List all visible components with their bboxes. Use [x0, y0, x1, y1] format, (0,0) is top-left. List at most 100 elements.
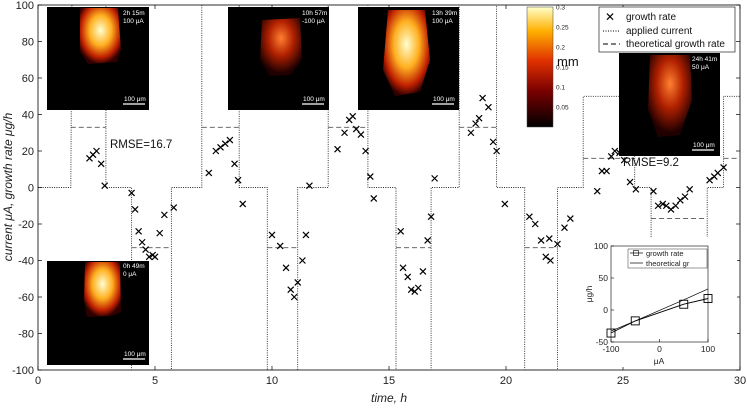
inset-y-tick-label: 0: [603, 305, 608, 315]
inset-legend-theoretical: theoretical gr: [646, 259, 690, 268]
colorbar: 0.3 0.25 0.2 0.15 0.1 0.05 mm: [526, 5, 579, 128]
growth-rate-point: [676, 196, 684, 204]
growth-rate-point: [414, 284, 422, 292]
growth-rate-point: [239, 200, 247, 208]
legend-applied-current: applied current: [626, 26, 692, 37]
growth-rate-point: [170, 204, 178, 211]
inset-growth-rate-point: [630, 316, 640, 326]
y-tick-label: 0: [28, 183, 34, 195]
inset-5-current: 0 μA: [123, 271, 137, 278]
growth-rate-point: [306, 182, 313, 190]
y-tick-label: 20: [22, 146, 34, 158]
colorbar-tick-label: 0.15: [556, 65, 569, 72]
growth-rate-point: [525, 213, 533, 221]
growth-rate-point: [287, 286, 295, 294]
legend-square-marker-icon: [633, 250, 639, 256]
growth-rate-point: [217, 143, 224, 151]
growth-rate-point: [611, 147, 619, 155]
growth-rate-point: [667, 205, 675, 213]
y-tick-label: 100: [16, 0, 34, 12]
y-tick-label: 40: [22, 110, 34, 122]
x-tick-label: 15: [383, 375, 395, 387]
inset-5-scale: 100 μm: [124, 351, 146, 358]
legend-x-marker-icon: ✕: [605, 10, 615, 24]
inset-y-axis-label: μg/h: [584, 285, 594, 302]
applied-current-line: [38, 4, 740, 371]
growth-rate-point: [493, 147, 501, 155]
growth-rate-point: [357, 131, 365, 138]
growth-rate-point: [142, 246, 150, 253]
growth-rate-point: [349, 112, 357, 120]
inset-2-time: 10h 57m: [302, 10, 327, 17]
legend-growth-rate: growth rate: [626, 12, 676, 23]
growth-rate-point: [397, 227, 405, 235]
x-tick-label: 30: [734, 375, 746, 387]
growth-rate-point: [531, 220, 539, 228]
growth-rate-point: [138, 238, 146, 246]
inset-1-scale: 100 μm: [124, 96, 146, 103]
growth-rate-point: [234, 176, 242, 184]
y-tick-label: 60: [22, 73, 34, 85]
colorbar-tick-label: 0.05: [556, 105, 569, 112]
applied-current-path: [38, 4, 740, 371]
growth-rate-point: [607, 153, 615, 160]
inset-4-current: 50 μA: [692, 64, 710, 71]
growth-rate-point: [128, 189, 136, 197]
growth-rate-point: [276, 242, 284, 250]
growth-rate-point: [424, 237, 432, 244]
inset-3-current: 100 μA: [432, 18, 453, 25]
growth-rate-point: [370, 195, 378, 202]
growth-rate-point: [399, 264, 407, 272]
inset-chart-lines: [606, 288, 713, 338]
x-axis-ticks: 0 5 10 15 20 25 30: [35, 5, 746, 387]
growth-rate-point: [431, 174, 439, 182]
growth-rate-point: [226, 136, 234, 144]
y-tick-label: -20: [18, 219, 34, 231]
growth-rate-point: [145, 253, 153, 261]
inset-y-tick-label: 50: [599, 273, 609, 283]
growth-rate-markers: [86, 94, 728, 301]
growth-rate-point: [720, 164, 728, 171]
growth-rate-point: [341, 129, 348, 137]
y-tick-label: 80: [22, 37, 34, 49]
growth-rate-point: [294, 278, 302, 286]
legend-theoretical-growth-rate: theoretical growth rate: [626, 39, 725, 50]
growth-rate-point: [156, 229, 164, 237]
inset-image-2: 10h 57m -100 μA 100 μm: [228, 7, 329, 110]
growth-rate-point: [427, 213, 435, 221]
inset-2-scale: 100 μm: [303, 96, 325, 103]
inset-image-4: 24h 41m 50 μA 100 μm: [619, 53, 720, 156]
inset-x-axis-label: μA: [654, 356, 665, 366]
inset-3-scale: 100 μm: [433, 96, 455, 103]
growth-rate-point: [686, 185, 694, 193]
growth-rate-point: [334, 145, 341, 153]
colorbar-tick-label: 0.1: [556, 85, 565, 92]
y-tick-label: -100: [12, 365, 34, 377]
growth-rate-point: [626, 178, 634, 186]
growth-rate-point: [268, 231, 276, 239]
inset-4-time: 24h 41m: [692, 56, 717, 63]
inset-theoretical-line: [610, 288, 709, 332]
inset-growth-rate-point: [679, 299, 689, 309]
growth-rate-point: [706, 176, 714, 184]
growth-rate-point: [472, 120, 480, 128]
growth-rate-point: [362, 147, 370, 155]
growth-rate-point: [554, 240, 561, 248]
growth-rate-point: [545, 235, 553, 243]
growth-rate-point: [681, 193, 689, 201]
growth-rate-point: [135, 227, 143, 235]
inset-growth-rate-point: [703, 294, 713, 303]
growth-rate-point: [407, 286, 415, 294]
growth-rate-point: [290, 293, 298, 301]
growth-rate-point: [131, 205, 139, 213]
theoretical-growth-rate-lines: [70, 126, 740, 249]
inset-1-time: 2h 15m: [123, 10, 145, 17]
inset-chart-legend: growth rate theoretical gr: [627, 248, 708, 269]
rmse-annotation-1: RMSE=16.7: [110, 139, 172, 151]
inset-chart: growth rate theoretical gr -100 0 100 -50 0 5…: [584, 237, 737, 367]
inset-x-tick-label: 0: [657, 344, 662, 354]
growth-rate-point: [231, 160, 238, 168]
growth-rate-point: [672, 202, 680, 210]
inset-image-5: 0h 49m 0 μA 100 μm: [47, 261, 149, 365]
